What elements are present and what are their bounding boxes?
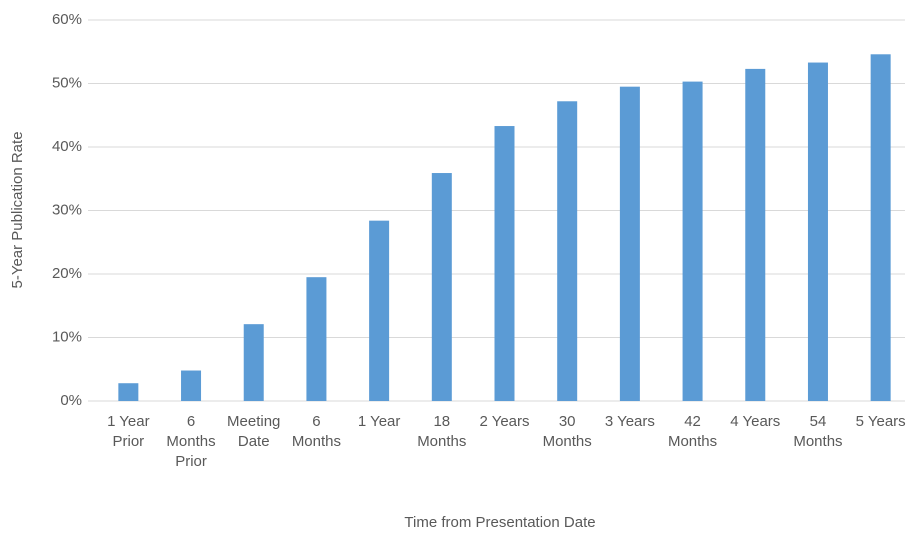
x-tick-label: 1 Year <box>357 413 401 430</box>
y-tick-label: 20% <box>52 265 82 282</box>
bar <box>870 54 891 401</box>
bar <box>118 383 139 401</box>
bar <box>682 81 703 401</box>
x-tick-label: 42 Months <box>667 413 718 450</box>
x-tick-label: 6 Months <box>291 413 342 450</box>
x-axis-label: Time from Presentation Date <box>404 514 595 531</box>
y-tick-label: 30% <box>52 201 82 218</box>
bar <box>369 220 390 401</box>
x-tick-label: 54 Months <box>793 413 843 450</box>
bar <box>431 173 452 401</box>
x-tick-label: Meeting Date <box>227 413 281 450</box>
x-tick-label: 4 Years <box>730 413 781 430</box>
y-tick-label: 10% <box>52 328 82 345</box>
x-tick-label: 30 Months <box>542 413 592 450</box>
x-tick-label: 3 Years <box>604 413 655 430</box>
x-tick-label: 6 Months Prior <box>166 413 216 470</box>
bar <box>619 86 640 402</box>
bar <box>306 277 327 401</box>
x-tick-label: 5 Years <box>855 413 906 430</box>
y-tick-label: 50% <box>52 74 82 91</box>
bar <box>494 126 515 402</box>
bar <box>807 62 828 402</box>
bar <box>243 324 264 401</box>
x-tick-label: 18 Months <box>417 413 467 450</box>
bar <box>745 68 766 402</box>
x-tick-label: 2 Years <box>479 413 530 430</box>
y-axis-label: 5-Year Publication Rate <box>9 131 26 288</box>
bar <box>181 370 202 401</box>
x-tick-label: 1 Year Prior <box>107 413 150 450</box>
y-tick-label: 40% <box>52 138 82 155</box>
y-tick-label: 60% <box>52 11 82 28</box>
y-tick-label: 0% <box>60 392 82 409</box>
bar <box>557 101 578 401</box>
